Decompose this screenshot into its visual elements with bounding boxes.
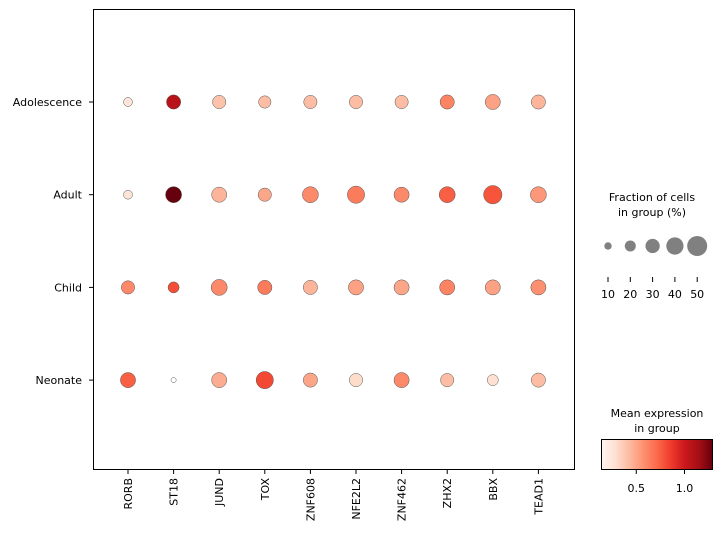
size-legend-label: 10 [601,288,615,301]
dot-neonate-bbx [487,374,499,386]
dot-adult-tead1 [530,186,547,203]
x-tick-label: TEAD1 [532,478,545,516]
dot-child-zhx2 [439,279,456,296]
dot-adolescence-jund [212,95,227,109]
dot-neonate-znf608 [303,372,318,388]
color-legend-title-line2: in group [634,422,679,435]
size-legend-title-line1: Fraction of cells [609,191,695,204]
dot-adolescence-rorb [123,97,133,107]
dot-neonate-znf462 [393,372,410,388]
size-legend-title-line2: in group (%) [618,206,686,219]
color-legend: Mean expression in group 0.5 1.0 [601,407,713,495]
colorbar [601,439,713,470]
size-legend-label: 20 [623,288,637,301]
plot-frame [93,9,575,470]
dot-adult-rorb [123,189,133,200]
x-tick-label: RORB [122,478,135,510]
dot-child-tox [257,280,273,295]
dot-child-znf462 [393,279,410,296]
x-tick-label: ZNF462 [396,478,409,521]
dot-adolescence-st18 [166,94,181,110]
x-tick-label: NFE2L2 [350,478,363,520]
dot-child-znf608 [303,280,318,295]
dot-adult-st18 [165,186,182,203]
dot-neonate-nfe2l2 [349,373,363,388]
dot-adult-jund [211,186,228,203]
dot-neonate-rorb [120,372,136,388]
dot-adult-nfe2l2 [347,185,365,204]
dot-adolescence-znf608 [303,95,318,109]
dot-adolescence-tox [258,95,272,109]
x-tick-label: ZHX2 [441,478,454,508]
dot-adolescence-zhx2 [439,94,455,110]
y-tick-label: Adult [53,189,82,202]
dot-neonate-tox [255,371,274,389]
dot-neonate-zhx2 [440,373,455,388]
colorbar-tick-label: 1.0 [676,482,694,495]
size-legend-dot [624,240,636,252]
size-legend-label: 50 [690,288,704,301]
dot-neonate-st18 [170,377,177,383]
x-tick-label: ZNF608 [304,478,317,521]
size-legend-dot [645,238,660,254]
x-tick-label: JUND [213,478,226,507]
dot-child-nfe2l2 [348,279,364,296]
size-legend-dot [687,236,708,256]
dot-child-rorb [121,280,135,295]
dot-neonate-jund [211,372,228,388]
x-tick-label: BBX [487,478,500,501]
dot-adult-zhx2 [438,186,456,203]
dot-neonate-tead1 [531,372,546,388]
colorbar-tick-label: 0.5 [627,482,645,495]
size-legend-dot [666,237,684,255]
dot-adolescence-znf462 [394,95,409,109]
dot-adult-znf608 [302,186,319,203]
dot-adolescence-bbx [484,94,501,110]
dot-adult-bbx [483,185,503,205]
x-tick-label: TOX [259,478,272,502]
color-legend-title-line1: Mean expression [611,407,704,420]
dot-child-bbx [484,279,501,296]
dot-adolescence-tead1 [531,94,546,110]
dot-adolescence-nfe2l2 [349,95,363,109]
x-tick-label: ST18 [168,478,181,506]
dot-child-jund [210,279,228,296]
y-tick-label: Child [54,281,82,294]
dot-adult-znf462 [393,186,410,203]
dot-adult-tox [257,187,272,202]
size-legend-dot [604,242,612,250]
size-legend-label: 40 [668,288,682,301]
size-legend-label: 30 [646,288,660,301]
dot-child-st18 [167,281,180,294]
size-legend: Fraction of cells in group (%) 10 20 30 40 5… [601,191,708,301]
y-tick-label: Adolescence [13,96,82,109]
dot-child-tead1 [530,279,547,296]
y-tick-label: Neonate [35,374,82,387]
